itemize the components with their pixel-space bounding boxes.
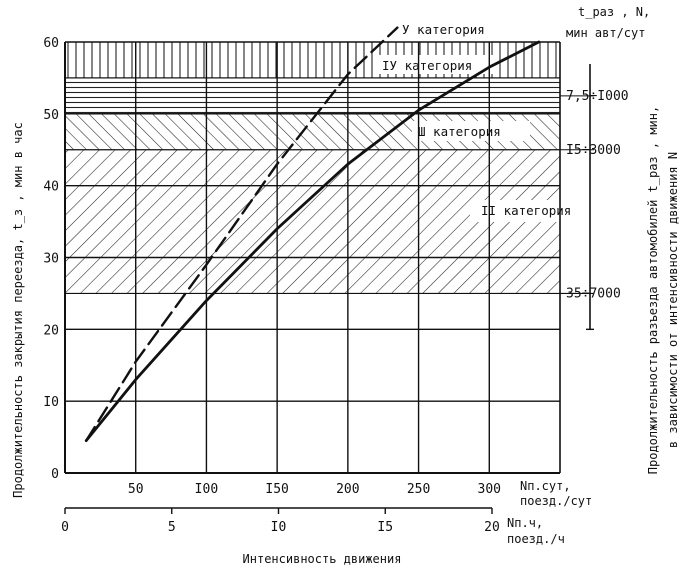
x-axis-title: Интенсивность движения bbox=[243, 552, 402, 566]
category-label-box-3 bbox=[412, 121, 530, 141]
right-axis-unit-line2: мин авт/сут bbox=[566, 26, 645, 40]
y-axis-title: Продолжительность закрытия переезда, t_з… bbox=[11, 122, 25, 498]
y-tick-label: 40 bbox=[43, 180, 59, 195]
series-line-dashed bbox=[85, 26, 399, 442]
x-bottom-tick-label: I5 bbox=[377, 520, 393, 535]
x-top-tick-label: 250 bbox=[407, 482, 430, 497]
category-label-4: II категория bbox=[481, 203, 571, 218]
category-label-box-1 bbox=[400, 20, 510, 38]
x-bottom-unit-line2: поезд./ч bbox=[507, 532, 565, 546]
series-line-solid bbox=[84, 40, 541, 443]
x-bottom-unit-line1: Nп.ч, bbox=[507, 516, 543, 530]
category-bands bbox=[65, 20, 566, 294]
x-bottom-tick-label: 20 bbox=[484, 520, 500, 535]
y-tick-label: 50 bbox=[43, 108, 59, 123]
x-top-tick-label: 200 bbox=[336, 482, 359, 497]
category-label-1: У категория bbox=[402, 22, 485, 37]
right-axis-unit-line1: t_раз , N, bbox=[578, 5, 650, 19]
right-axis-tick-label: 7,5÷I000 bbox=[566, 89, 629, 104]
y-tick-label: 20 bbox=[43, 323, 59, 338]
x-top-unit-line1: Nп.сут, bbox=[520, 479, 571, 493]
series bbox=[84, 26, 541, 443]
y-tick-label: 60 bbox=[43, 36, 59, 51]
category-label-box-2 bbox=[378, 55, 496, 74]
x-top-unit-line2: поезд./сут bbox=[520, 494, 592, 508]
right-axis-title-line1: Продолжительность разъезда автомобилей t… bbox=[646, 106, 660, 474]
right-axis-tick-label: 35÷7000 bbox=[566, 286, 621, 301]
x-bottom-tick-label: 0 bbox=[61, 520, 69, 535]
y-tick-label: 0 bbox=[51, 467, 59, 482]
y-tick-label: I0 bbox=[43, 395, 59, 410]
x-bottom-tick-label: I0 bbox=[271, 520, 287, 535]
x-top-tick-label: 50 bbox=[128, 482, 144, 497]
category-label-box-4 bbox=[470, 200, 566, 222]
category-band-2 bbox=[65, 77, 560, 114]
grid bbox=[64, 41, 594, 514]
x-top-tick-label: I50 bbox=[265, 482, 288, 497]
x-bottom-tick-label: 5 bbox=[168, 520, 176, 535]
category-label-2: IУ категория bbox=[382, 58, 472, 73]
x-top-tick-label: I00 bbox=[195, 482, 218, 497]
x-top-tick-label: 300 bbox=[478, 482, 501, 497]
right-axis-title-line2: в зависимости от интенсивности движения … bbox=[666, 152, 680, 448]
right-axis-tick-label: I5÷3000 bbox=[566, 143, 621, 158]
y-tick-label: 30 bbox=[43, 252, 59, 267]
category-label-3: Ш категория bbox=[418, 124, 501, 139]
